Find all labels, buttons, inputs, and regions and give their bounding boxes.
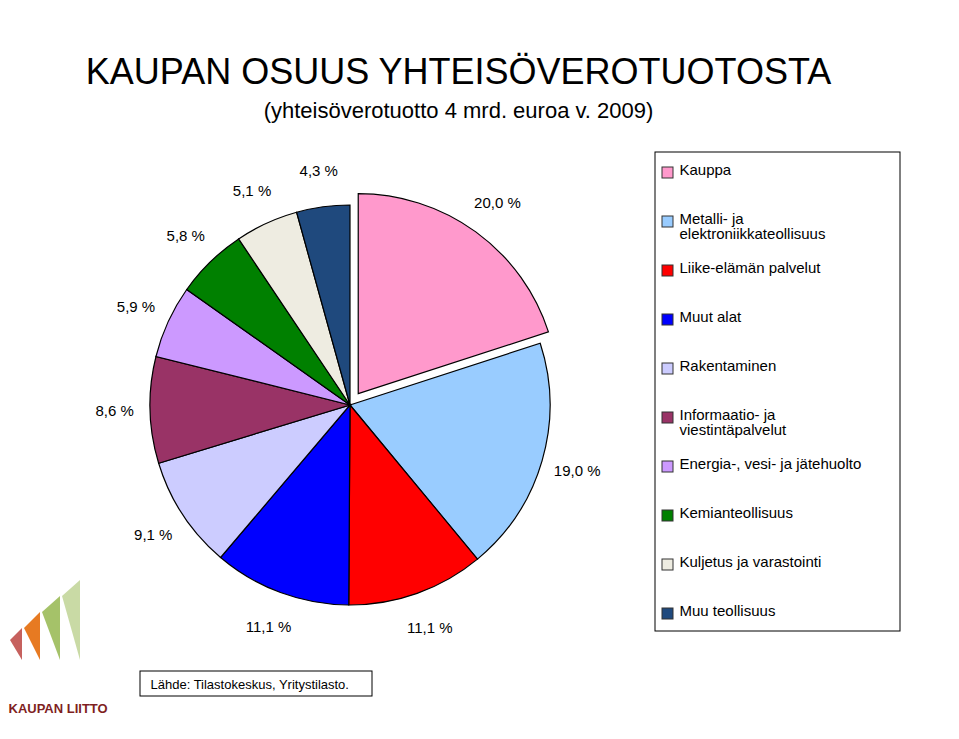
svg-text:Muut alat: Muut alat [680,308,743,325]
svg-text:8,6 %: 8,6 % [95,402,133,419]
svg-text:5,9 %: 5,9 % [117,298,155,315]
svg-text:5,8 %: 5,8 % [167,227,205,244]
svg-text:Metalli- jaelektroniikkateolli: Metalli- jaelektroniikkateollisuus [680,210,826,242]
svg-text:Muu teollisuus: Muu teollisuus [680,602,776,619]
svg-text:(yhteisöverotuotto 4 mrd. euro: (yhteisöverotuotto 4 mrd. euroa v. 2009) [264,98,654,123]
svg-text:19,0 %: 19,0 % [554,462,601,479]
svg-text:20,0 %: 20,0 % [474,194,521,211]
svg-text:5,1 %: 5,1 % [233,182,271,199]
svg-text:Kauppa: Kauppa [680,161,732,178]
svg-text:Lähde: Tilastokeskus, Yritysti: Lähde: Tilastokeskus, Yritystilasto. [151,677,349,692]
svg-text:Kuljetus ja varastointi: Kuljetus ja varastointi [680,553,822,570]
svg-text:Rakentaminen: Rakentaminen [680,357,777,374]
svg-text:4,3 %: 4,3 % [300,162,338,179]
svg-text:Liike-elämän palvelut: Liike-elämän palvelut [680,259,822,276]
svg-text:KAUPAN OSUUS YHTEISÖVEROTUOTOS: KAUPAN OSUUS YHTEISÖVEROTUOTOSTA [86,51,831,92]
svg-text:Kemianteollisuus: Kemianteollisuus [680,504,793,521]
svg-text:11,1 %: 11,1 % [407,619,453,636]
svg-text:11,1 %: 11,1 % [246,618,292,635]
svg-text:Informaatio- javiestintäpalvel: Informaatio- javiestintäpalvelut [680,406,788,438]
svg-text:KAUPAN LIITTO: KAUPAN LIITTO [9,701,108,716]
svg-text:Energia-, vesi- ja jätehuolto: Energia-, vesi- ja jätehuolto [680,455,862,472]
svg-text:9,1 %: 9,1 % [134,526,172,543]
